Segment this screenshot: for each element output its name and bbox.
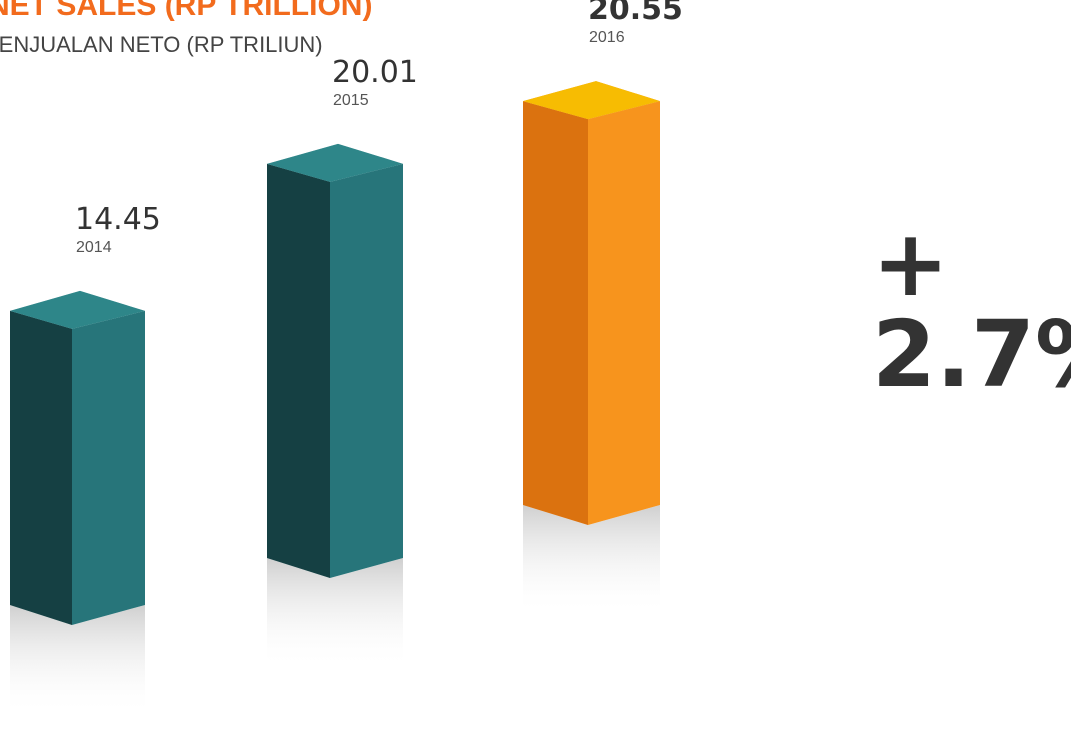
bar-top: [10, 290, 145, 329]
bar-top: [267, 143, 403, 182]
bar: [267, 143, 403, 578]
bar: [523, 81, 660, 525]
bar-top-light: [10, 290, 145, 329]
bar-top-light: [267, 143, 403, 182]
bar-top-light: [523, 81, 660, 120]
bar: [10, 290, 145, 625]
bar-right-face: [588, 101, 660, 525]
annotation-text: 2.7%: [872, 301, 1071, 408]
chart-title: NET SALES (RP TRILLION): [0, 0, 372, 22]
category-label: 2016: [589, 29, 625, 46]
bar-left-face: [523, 101, 588, 525]
bar-left-shade: [523, 101, 588, 525]
category-label: 2015: [333, 92, 369, 109]
value-label: 20.01: [332, 55, 418, 90]
value-label: 14.45: [75, 202, 161, 237]
value-label: 20.55: [588, 0, 683, 27]
bar-reflection: [267, 558, 403, 668]
bar-reflection: [523, 505, 660, 615]
bar-left-face: [267, 163, 330, 578]
bar-reflection: [10, 605, 145, 715]
bar-left-shade: [10, 310, 72, 625]
chart-subtitle: PENJUALAN NETO (RP TRILIUN): [0, 32, 323, 57]
bar-right-face: [72, 310, 145, 625]
bar-left-face: [10, 310, 72, 625]
bar-right-face: [330, 163, 403, 578]
category-label: 2014: [76, 239, 112, 256]
bar-left-shade: [267, 163, 330, 578]
annotation-sign: +: [872, 210, 949, 317]
